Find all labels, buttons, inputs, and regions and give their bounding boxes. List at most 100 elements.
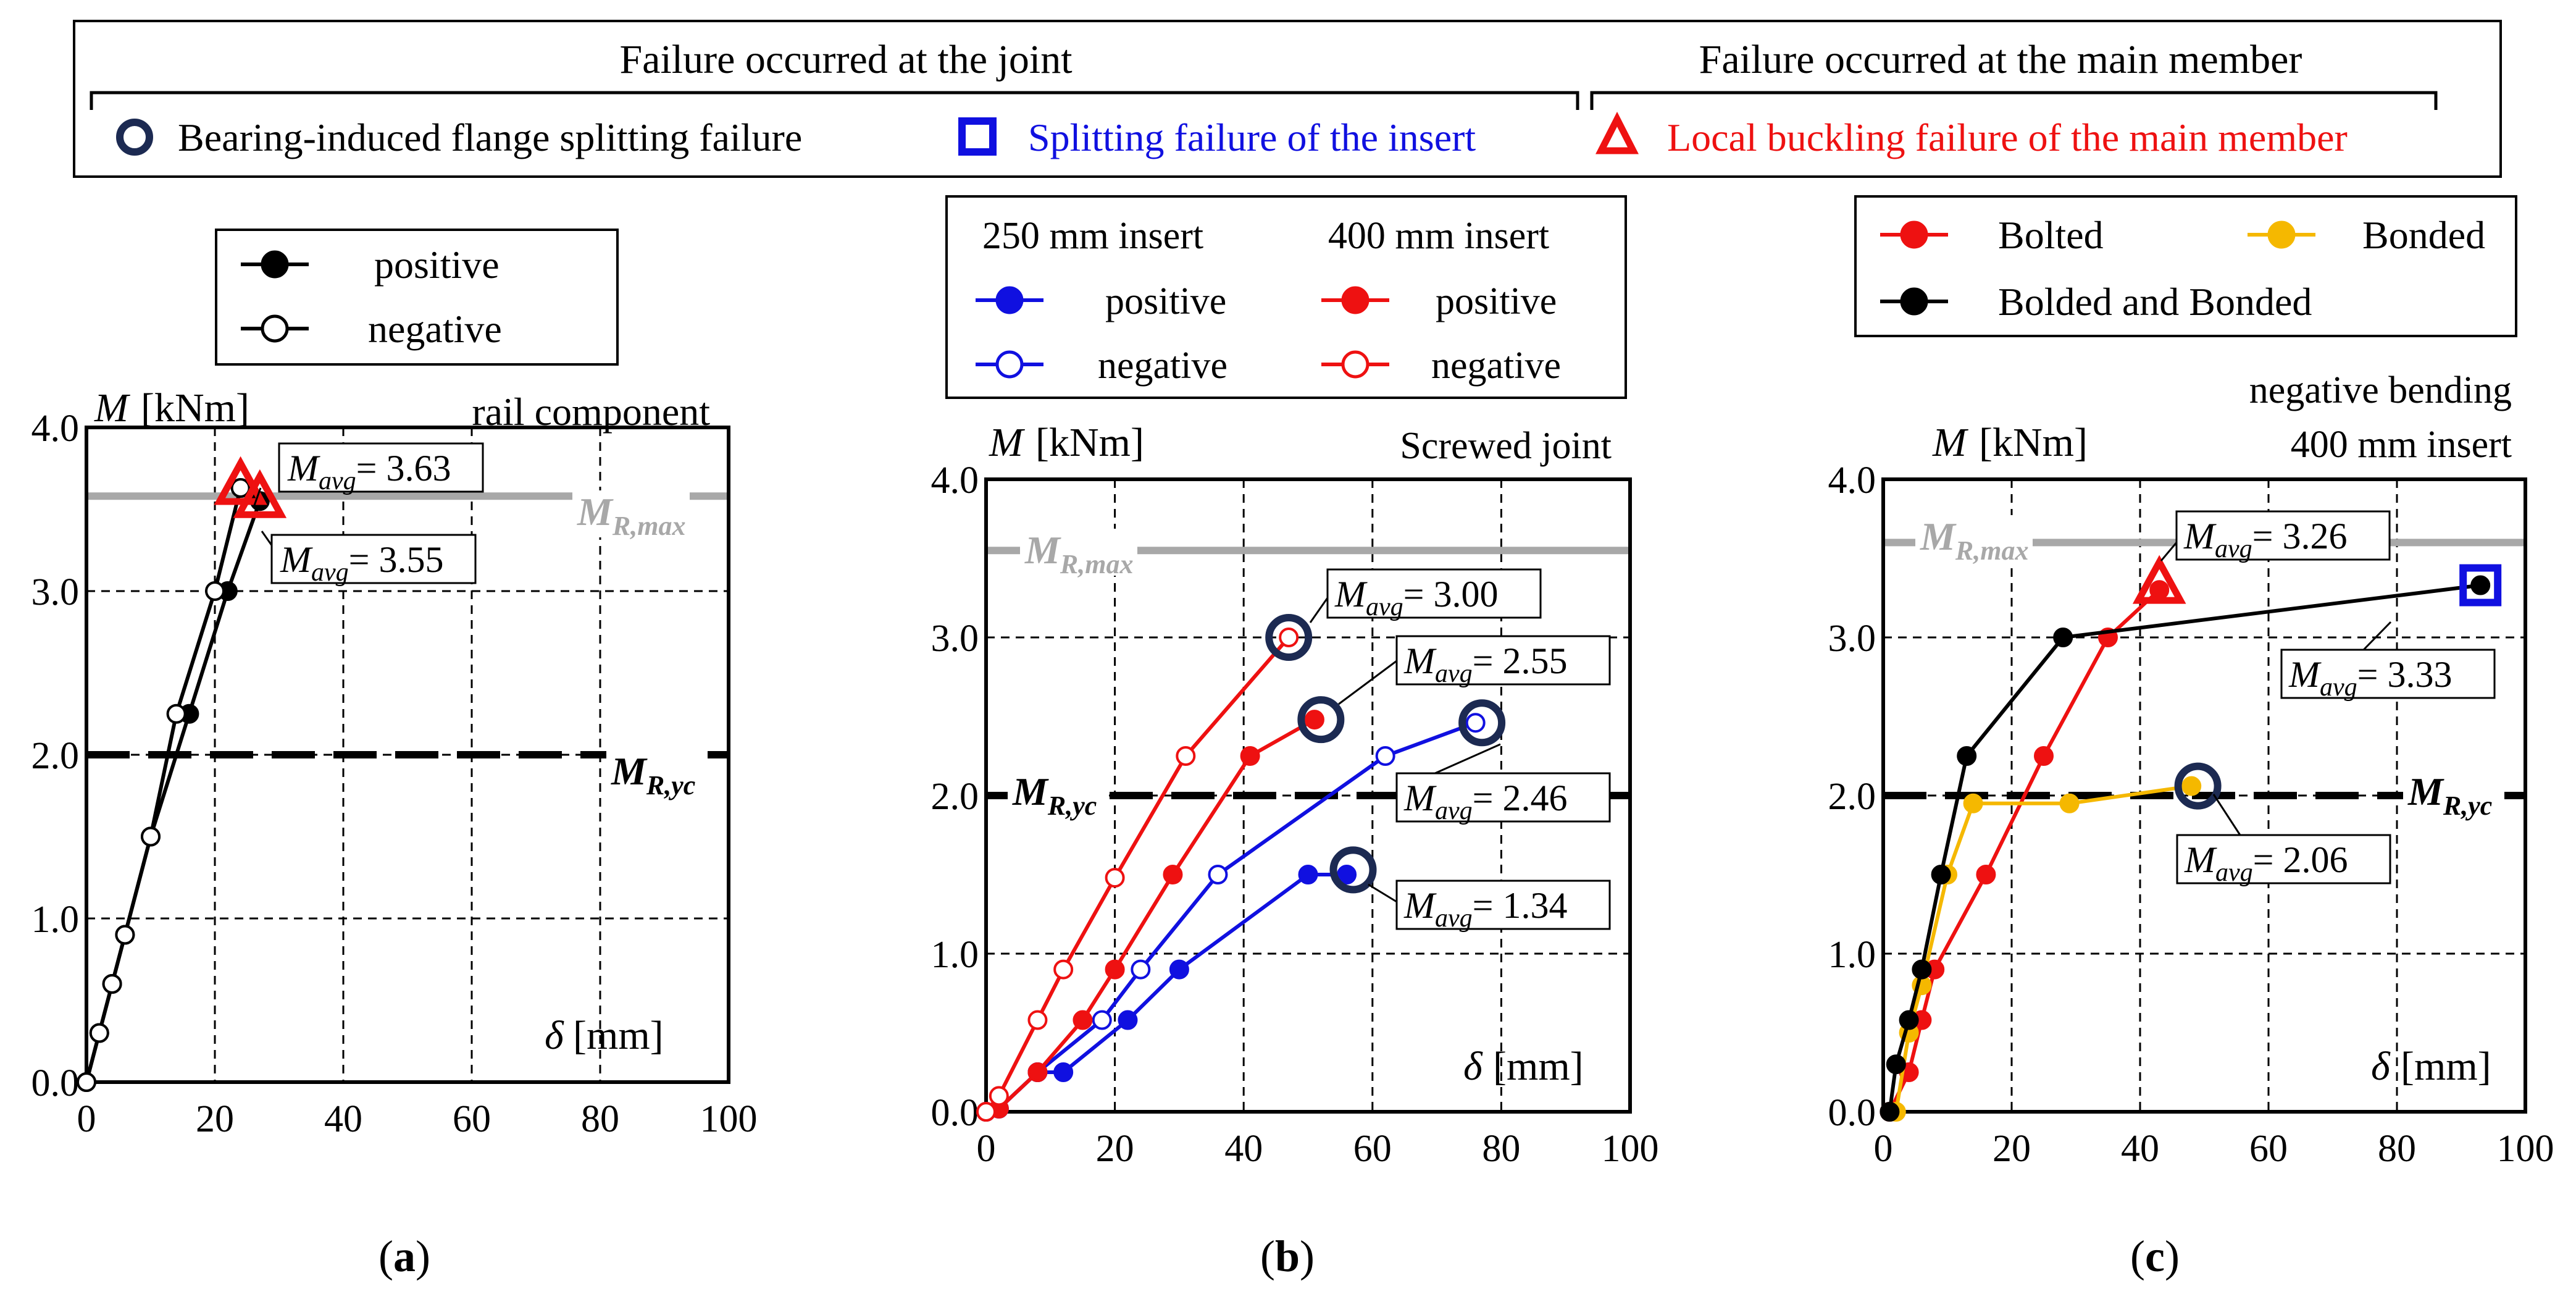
annotation-a-1-leader [253, 487, 262, 506]
data-point [1337, 865, 1357, 884]
annotation-a-2-value: 3.55 [378, 539, 443, 580]
data-point [1105, 959, 1125, 980]
reference-label-main: M [1024, 528, 1061, 572]
x-tick-label: 40 [2121, 1128, 2159, 1170]
annotation-b-3: Mavg= 2.46 [1395, 743, 1611, 825]
data-point [1957, 746, 1977, 766]
legend-b-frame [945, 195, 1627, 399]
data-point [1880, 1102, 1900, 1122]
reference-label-rmax: MR,max [1920, 514, 2028, 566]
reference-label-sub: R,yc [646, 770, 695, 800]
x-tick-label: 0 [1874, 1128, 1893, 1170]
data-point [1092, 1010, 1112, 1030]
annotation-b-1-value: 3.00 [1433, 574, 1498, 615]
reference-label-sub: R,yc [1047, 791, 1097, 821]
data-point [1886, 1054, 1906, 1075]
plot-frame [85, 426, 730, 1084]
x-tick-label: 60 [1353, 1128, 1392, 1170]
annotation-c-2-value: 3.33 [2387, 654, 2452, 695]
legend-c-frame [1854, 195, 2517, 337]
reference-label-bg [2403, 770, 2504, 817]
y-tick-label: 3.0 [931, 618, 979, 660]
legend-a-negative-label: negative [368, 307, 502, 351]
data-point [1131, 959, 1151, 980]
annotation-c-3-box [2176, 834, 2391, 884]
reference-label-bg [572, 490, 690, 537]
reference-label-ryc: MR,yc [2407, 770, 2492, 821]
legend-triangle-label: Local buckling failure of the main membe… [1667, 116, 2348, 159]
reference-label-sub: R,max [612, 511, 686, 541]
y-tick-label: 2.0 [31, 735, 80, 777]
y-tick-label: 0.0 [931, 1092, 979, 1134]
ylabel-b-symbol: M [989, 420, 1026, 465]
legend-a-frame [215, 229, 619, 366]
data-point [102, 974, 122, 994]
xlabel-c-symbol: δ [2371, 1044, 2391, 1089]
x-tick-label: 100 [1602, 1128, 1659, 1170]
data-point [77, 1072, 96, 1092]
y-tick-label: 0.0 [1828, 1092, 1876, 1134]
annotation-b-2: Mavg= 2.55 [1338, 635, 1611, 705]
annotation-a-2-box [270, 534, 477, 584]
reference-label-bg [606, 750, 708, 797]
plot-frame [1881, 477, 2527, 1114]
xlabel-a-symbol: δ [545, 1013, 564, 1058]
data-point [2059, 793, 2080, 813]
annotation-c-2-box [2280, 649, 2496, 699]
failure-marker-square [2459, 564, 2502, 607]
data-point [2181, 776, 2202, 796]
x-tick-label: 20 [1096, 1128, 1134, 1170]
legend-c-bolted-marker [1900, 220, 1928, 249]
circle-icon [116, 119, 153, 156]
data-point [1073, 1010, 1093, 1030]
data-point [2470, 575, 2491, 595]
legend-b-250-neg-marker [995, 350, 1024, 379]
failure-marker-triangle [233, 469, 287, 518]
failure-marker-circle [1458, 699, 1506, 747]
annotation-b-3-box [1395, 772, 1611, 823]
ylabel-c-symbol: M [1932, 420, 1969, 465]
title-c-line-2: 400 mm insert [2291, 424, 2512, 466]
data-point [1027, 1010, 1048, 1030]
annotation-b-4-leader [1368, 883, 1397, 903]
data-point [1912, 959, 1932, 980]
annotation-c-3-value: 2.06 [2283, 839, 2348, 880]
data-point [166, 704, 186, 724]
caption-c: (c) [2130, 1232, 2180, 1281]
failure-marker-circle [1329, 846, 1377, 894]
x-tick-label: 40 [324, 1098, 362, 1140]
annotation-c-2-text: Mavg= 3.33 [2288, 654, 2452, 702]
annotation-c-2: Mavg= 3.33 [2280, 621, 2496, 702]
ylabel-a-symbol: M [94, 385, 131, 430]
failure-marker-circle [1297, 696, 1345, 744]
data-point [1899, 1010, 1919, 1030]
reference-label-ryc: MR,yc [611, 749, 695, 800]
y-tick-label: 2.0 [1828, 776, 1876, 818]
data-point [1304, 710, 1324, 730]
y-tick-label: 1.0 [31, 899, 80, 941]
y-tick-label: 0.0 [31, 1062, 80, 1104]
annotation-c-1: Mavg= 3.26 [2160, 510, 2391, 563]
y-tick-label: 1.0 [1828, 934, 1876, 976]
annotation-c-1-box [2175, 510, 2391, 561]
annotation-b-2-text: Mavg= 2.55 [1403, 640, 1567, 688]
caption-b: (b) [1260, 1232, 1315, 1281]
failure-marker-circle [1265, 614, 1313, 661]
annotation-b-2-box [1395, 635, 1611, 686]
annotation-a-1: Mavg= 3.63 [253, 442, 484, 506]
x-tick-label: 20 [196, 1098, 234, 1140]
y-tick-label: 2.0 [931, 776, 979, 818]
main-member-failure-heading: Failure occurred at the main member [1699, 37, 2302, 82]
data-point [1163, 865, 1183, 884]
x-tick-label: 60 [2249, 1128, 2288, 1170]
legend-c-bolted-label: Bolted [1998, 213, 2104, 257]
xlabel-b-unit: [mm] [1493, 1044, 1584, 1089]
x-tick-label: 80 [2378, 1128, 2416, 1170]
legend-b-250-pos-label: positive [1105, 280, 1226, 322]
reference-label-rmax: MR,max [577, 490, 685, 541]
joint-failure-heading: Failure occurred at the joint [619, 37, 1072, 82]
reference-label-sub: R,yc [2443, 791, 2492, 821]
square-icon [958, 117, 997, 156]
